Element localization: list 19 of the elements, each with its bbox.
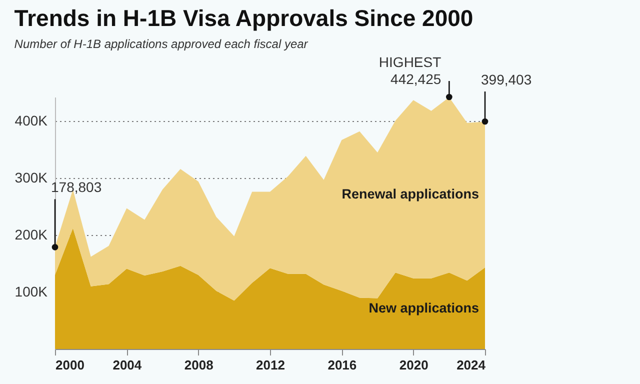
annotation: 178,803 xyxy=(51,179,102,196)
series-label: Renewal applications xyxy=(342,186,479,202)
x-tick-label: 2024 xyxy=(456,358,486,372)
x-tick-label: 2008 xyxy=(184,358,214,372)
x-tick-label: 2000 xyxy=(56,358,84,372)
annotation: HIGHEST xyxy=(378,54,442,70)
chart-title: Trends in H-1B Visa Approvals Since 2000 xyxy=(14,5,474,31)
x-tick-label: 2016 xyxy=(328,358,357,372)
series-label: New applications xyxy=(368,300,479,316)
chart-subtitle: Number of H-1B applications approved each fiscal year xyxy=(14,37,309,51)
y-tick-label: 400K xyxy=(14,112,48,129)
x-tick-label: 2004 xyxy=(112,358,142,372)
x-tick-label: 2020 xyxy=(399,358,428,372)
y-tick-label: 100K xyxy=(14,284,48,300)
annotation: 399,403 xyxy=(481,72,532,88)
x-tick-label: 2012 xyxy=(256,358,285,372)
y-tick-label: 300K xyxy=(14,170,48,186)
y-tick-label: 200K xyxy=(14,226,48,243)
annotation: 442,425 xyxy=(390,71,442,87)
